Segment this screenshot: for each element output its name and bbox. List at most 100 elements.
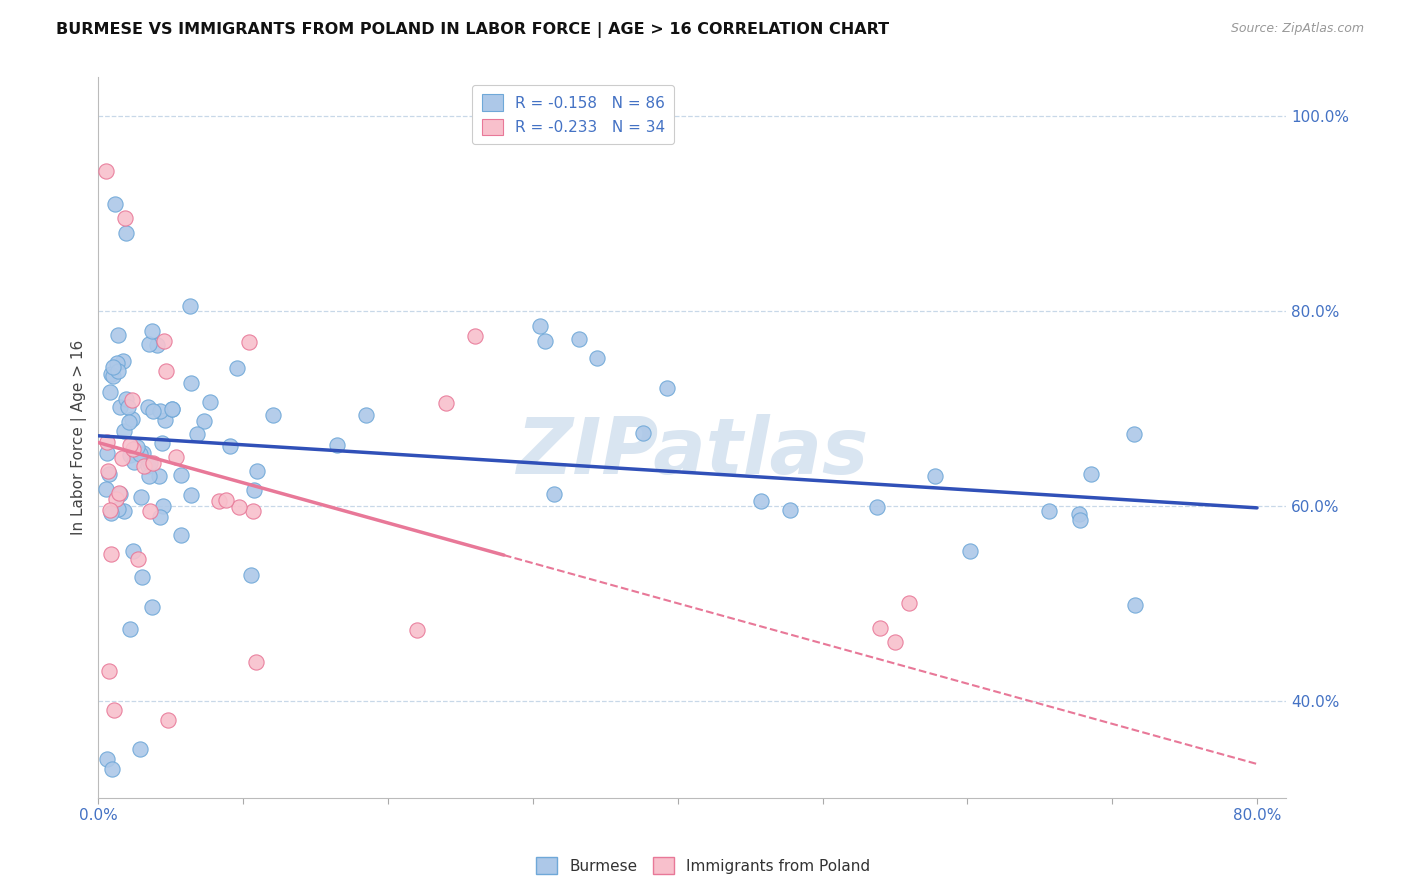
Point bbox=[115, 226, 138, 240]
Point bbox=[131, 570, 153, 584]
Point bbox=[136, 458, 159, 473]
Point bbox=[262, 409, 284, 423]
Point bbox=[100, 506, 122, 520]
Point bbox=[121, 412, 143, 426]
Point bbox=[533, 334, 555, 348]
Point bbox=[132, 459, 155, 474]
Point bbox=[100, 368, 122, 382]
Point bbox=[406, 623, 429, 637]
Point bbox=[96, 435, 118, 450]
Point bbox=[120, 438, 142, 452]
Point bbox=[150, 435, 173, 450]
Point bbox=[142, 456, 165, 470]
Point bbox=[104, 197, 127, 211]
Point bbox=[1067, 507, 1090, 521]
Point bbox=[198, 395, 221, 409]
Point bbox=[354, 408, 377, 422]
Point bbox=[127, 552, 149, 566]
Point bbox=[136, 401, 159, 415]
Point bbox=[246, 464, 269, 478]
Point bbox=[96, 752, 118, 766]
Point bbox=[959, 544, 981, 558]
Point bbox=[160, 401, 183, 416]
Point bbox=[112, 424, 135, 438]
Point bbox=[100, 384, 122, 399]
Point bbox=[118, 448, 141, 462]
Point bbox=[96, 482, 118, 496]
Text: BURMESE VS IMMIGRANTS FROM POLAND IN LABOR FORCE | AGE > 16 CORRELATION CHART: BURMESE VS IMMIGRANTS FROM POLAND IN LAB… bbox=[56, 22, 890, 38]
Point bbox=[101, 359, 124, 374]
Point bbox=[117, 400, 139, 414]
Point bbox=[434, 396, 457, 410]
Text: ZIPatlas: ZIPatlas bbox=[516, 414, 869, 491]
Point bbox=[543, 486, 565, 500]
Point bbox=[125, 440, 148, 454]
Point bbox=[103, 703, 125, 717]
Point bbox=[124, 455, 146, 469]
Point bbox=[586, 351, 609, 366]
Point bbox=[193, 414, 215, 428]
Point bbox=[112, 504, 135, 518]
Point bbox=[1125, 599, 1147, 613]
Point bbox=[1069, 513, 1091, 527]
Point bbox=[152, 334, 174, 348]
Point bbox=[242, 483, 264, 497]
Point bbox=[245, 655, 267, 669]
Point bbox=[156, 713, 179, 727]
Point bbox=[179, 299, 201, 313]
Point bbox=[866, 500, 889, 515]
Point bbox=[631, 426, 654, 441]
Point bbox=[149, 510, 172, 524]
Point bbox=[239, 568, 262, 582]
Point bbox=[883, 635, 905, 649]
Point bbox=[103, 368, 125, 383]
Point bbox=[105, 491, 128, 506]
Point bbox=[100, 762, 122, 776]
Point bbox=[180, 488, 202, 502]
Point bbox=[141, 599, 163, 614]
Point bbox=[242, 504, 264, 518]
Point bbox=[228, 500, 250, 515]
Point bbox=[118, 623, 141, 637]
Point bbox=[107, 501, 129, 516]
Point bbox=[238, 334, 260, 349]
Point bbox=[121, 392, 143, 407]
Point bbox=[749, 494, 772, 508]
Point bbox=[218, 439, 240, 453]
Point bbox=[152, 499, 174, 513]
Point bbox=[107, 328, 129, 343]
Point bbox=[924, 469, 946, 483]
Point bbox=[107, 364, 129, 378]
Point bbox=[94, 163, 117, 178]
Point bbox=[779, 503, 801, 517]
Point bbox=[131, 446, 153, 460]
Point bbox=[108, 487, 131, 501]
Point bbox=[186, 427, 208, 442]
Point bbox=[146, 338, 169, 352]
Point bbox=[97, 464, 120, 478]
Point bbox=[96, 446, 118, 460]
Point bbox=[326, 438, 349, 452]
Point bbox=[869, 621, 891, 635]
Point bbox=[898, 596, 921, 610]
Point bbox=[165, 450, 187, 464]
Point bbox=[149, 404, 172, 418]
Point bbox=[138, 469, 160, 483]
Point bbox=[208, 493, 231, 508]
Point bbox=[225, 360, 247, 375]
Point bbox=[121, 442, 143, 456]
Point bbox=[139, 504, 162, 518]
Point bbox=[115, 392, 138, 406]
Point bbox=[155, 363, 177, 377]
Point bbox=[100, 547, 122, 561]
Text: Source: ZipAtlas.com: Source: ZipAtlas.com bbox=[1230, 22, 1364, 36]
Point bbox=[117, 416, 139, 430]
Point bbox=[121, 544, 143, 558]
Point bbox=[98, 503, 121, 517]
Point bbox=[464, 328, 486, 343]
Point bbox=[155, 413, 177, 427]
Point bbox=[529, 319, 551, 334]
Point bbox=[1038, 504, 1060, 518]
Y-axis label: In Labor Force | Age > 16: In Labor Force | Age > 16 bbox=[72, 340, 87, 535]
Point bbox=[215, 493, 238, 508]
